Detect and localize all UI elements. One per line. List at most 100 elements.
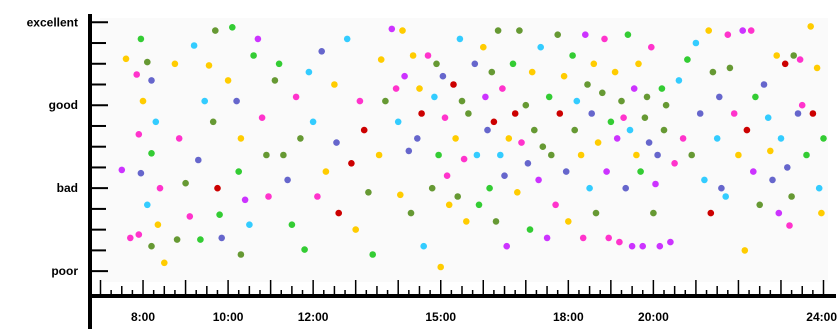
data-point <box>569 52 576 59</box>
data-point <box>144 201 151 209</box>
data-point <box>603 168 610 175</box>
data-point <box>796 56 804 63</box>
x-tick-label: 18:00 <box>553 310 584 324</box>
data-point <box>545 93 553 101</box>
data-point <box>480 43 487 51</box>
data-point <box>654 151 661 159</box>
data-point <box>656 242 664 250</box>
data-point <box>435 151 442 159</box>
data-point <box>684 56 691 63</box>
data-point <box>781 60 789 68</box>
data-point <box>505 135 513 142</box>
data-point <box>465 110 472 117</box>
data-point <box>365 189 372 196</box>
data-point <box>692 39 700 47</box>
data-point <box>724 31 732 38</box>
data-point <box>675 77 683 84</box>
data-point <box>584 81 591 88</box>
data-point <box>424 52 432 59</box>
data-point <box>171 60 179 68</box>
data-point <box>392 85 400 92</box>
data-point <box>209 118 217 126</box>
data-point <box>713 135 721 142</box>
data-point <box>135 231 143 238</box>
data-point <box>730 110 738 117</box>
y-tick-label-good: good <box>49 98 78 112</box>
data-point <box>428 184 436 192</box>
data-point <box>173 236 181 243</box>
data-point <box>628 242 636 250</box>
data-point <box>722 193 729 200</box>
data-point <box>599 89 606 97</box>
data-point <box>309 118 317 126</box>
data-point <box>297 135 304 142</box>
y-tick-label-bad: bad <box>57 181 78 195</box>
data-point <box>667 238 674 246</box>
x-tick-label: 15:00 <box>425 310 456 324</box>
data-point <box>331 81 338 88</box>
data-point <box>497 151 504 159</box>
data-point <box>537 43 544 51</box>
data-point <box>509 60 517 68</box>
data-point <box>624 31 632 38</box>
data-point <box>433 60 440 68</box>
data-point <box>813 64 821 72</box>
data-point <box>756 201 763 209</box>
x-tick-label: 24:00 <box>806 310 837 324</box>
data-point <box>401 72 408 80</box>
data-point <box>613 135 621 142</box>
data-point <box>445 201 453 209</box>
data-point <box>356 97 364 105</box>
data-point <box>594 139 602 146</box>
data-point <box>820 135 827 142</box>
data-point <box>443 172 451 179</box>
data-point <box>526 226 534 233</box>
data-point <box>233 97 240 105</box>
x-tick-label: 10:00 <box>213 310 244 324</box>
data-point <box>760 81 768 88</box>
data-point <box>343 35 351 43</box>
data-point <box>148 242 155 250</box>
data-point <box>524 160 532 167</box>
data-point <box>439 72 447 80</box>
data-point <box>643 93 651 101</box>
data-point <box>437 263 445 271</box>
data-point <box>460 155 468 163</box>
data-point <box>582 31 589 38</box>
data-point <box>420 242 428 250</box>
y-axis-ticks <box>90 21 108 273</box>
data-point <box>573 97 581 105</box>
data-point <box>815 184 823 192</box>
data-point <box>161 259 168 267</box>
data-point <box>488 68 496 76</box>
data-point <box>499 85 506 92</box>
data-point <box>263 151 270 159</box>
data-point <box>747 27 755 34</box>
data-point <box>503 242 511 250</box>
data-point <box>543 234 551 242</box>
plot-area <box>100 18 828 282</box>
y-tick-label-poor: poor <box>51 264 78 278</box>
data-point <box>133 71 140 78</box>
data-point <box>726 64 734 72</box>
data-point <box>798 101 806 109</box>
data-point <box>577 151 585 159</box>
data-point <box>516 27 523 34</box>
data-point <box>473 151 481 159</box>
data-point <box>377 56 385 63</box>
data-point <box>454 193 462 200</box>
data-point <box>182 179 189 187</box>
data-point <box>456 35 464 43</box>
data-point <box>195 156 202 164</box>
data-point <box>475 201 483 209</box>
data-point <box>707 209 715 217</box>
data-point <box>554 31 561 38</box>
data-point <box>190 42 198 49</box>
data-point <box>450 81 457 88</box>
data-point <box>135 131 143 138</box>
data-point <box>650 209 657 217</box>
data-point <box>139 97 147 105</box>
data-point <box>552 201 559 209</box>
data-point <box>531 126 538 134</box>
data-point <box>258 114 266 121</box>
